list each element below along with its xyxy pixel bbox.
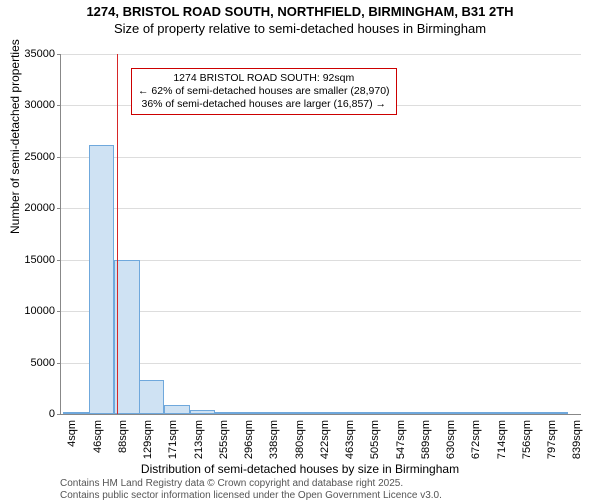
histogram-bar bbox=[63, 412, 88, 414]
gridline bbox=[61, 54, 581, 55]
ytick-label: 0 bbox=[5, 408, 55, 420]
ytick-label: 10000 bbox=[5, 305, 55, 317]
annotation-line: 36% of semi-detached houses are larger (… bbox=[138, 98, 390, 111]
histogram-bar bbox=[442, 412, 467, 414]
histogram-bar bbox=[493, 412, 518, 414]
plot-area: 050001000015000200002500030000350004sqm4… bbox=[60, 54, 581, 415]
gridline bbox=[61, 157, 581, 158]
annotation-line: 1274 BRISTOL ROAD SOUTH: 92sqm bbox=[138, 72, 390, 85]
footer-line-1: Contains HM Land Registry data © Crown c… bbox=[60, 478, 442, 490]
histogram-bar bbox=[139, 380, 164, 414]
histogram-bar bbox=[518, 412, 543, 414]
histogram-bar bbox=[417, 412, 442, 414]
histogram-bar bbox=[215, 412, 240, 414]
ytick-mark bbox=[57, 208, 61, 209]
histogram-bar bbox=[114, 260, 139, 414]
property-marker-line bbox=[117, 54, 118, 414]
ytick-label: 5000 bbox=[5, 357, 55, 369]
ytick-mark bbox=[57, 105, 61, 106]
ytick-mark bbox=[57, 311, 61, 312]
footer: Contains HM Land Registry data © Crown c… bbox=[60, 478, 442, 502]
ytick-label: 25000 bbox=[5, 151, 55, 163]
histogram-bar bbox=[89, 145, 114, 414]
chart: 050001000015000200002500030000350004sqm4… bbox=[60, 54, 580, 414]
annotation-box: 1274 BRISTOL ROAD SOUTH: 92sqm← 62% of s… bbox=[131, 68, 397, 115]
histogram-bar bbox=[366, 412, 391, 414]
ytick-mark bbox=[57, 414, 61, 415]
histogram-bar bbox=[341, 412, 366, 414]
ytick-label: 35000 bbox=[5, 48, 55, 60]
histogram-bar bbox=[467, 412, 492, 414]
ytick-label: 30000 bbox=[5, 99, 55, 111]
ytick-mark bbox=[57, 363, 61, 364]
histogram-bar bbox=[316, 412, 341, 414]
histogram-bar bbox=[240, 412, 265, 414]
page-subtitle: Size of property relative to semi-detach… bbox=[0, 21, 600, 36]
ytick-label: 20000 bbox=[5, 202, 55, 214]
annotation-line: ← 62% of semi-detached houses are smalle… bbox=[138, 85, 390, 98]
x-axis-label: Distribution of semi-detached houses by … bbox=[0, 462, 600, 476]
page-title: 1274, BRISTOL ROAD SOUTH, NORTHFIELD, BI… bbox=[0, 4, 600, 21]
histogram-bar bbox=[392, 412, 417, 414]
histogram-bar bbox=[265, 412, 290, 414]
gridline bbox=[61, 208, 581, 209]
ytick-mark bbox=[57, 157, 61, 158]
histogram-bar bbox=[164, 405, 189, 414]
ytick-label: 15000 bbox=[5, 254, 55, 266]
ytick-mark bbox=[57, 260, 61, 261]
histogram-bar bbox=[543, 412, 568, 414]
histogram-bar bbox=[291, 412, 316, 414]
histogram-bar bbox=[190, 410, 215, 414]
ytick-mark bbox=[57, 54, 61, 55]
footer-line-2: Contains public sector information licen… bbox=[60, 490, 442, 502]
